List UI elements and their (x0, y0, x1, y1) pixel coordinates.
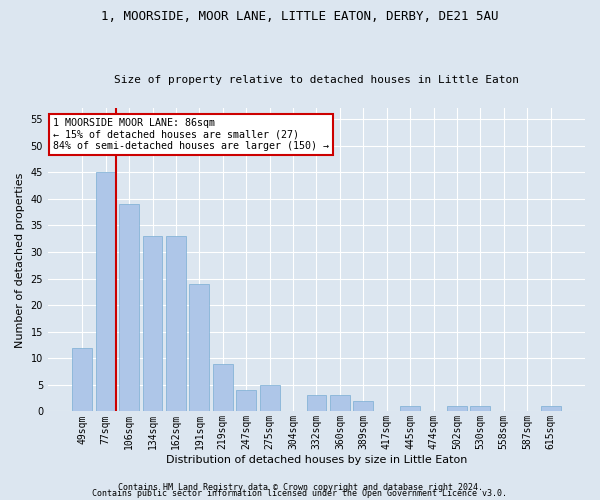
Bar (190, 284, 209, 412)
Text: 1, MOORSIDE, MOOR LANE, LITTLE EATON, DERBY, DE21 5AU: 1, MOORSIDE, MOOR LANE, LITTLE EATON, DE… (101, 10, 499, 23)
Bar (143, 236, 163, 412)
Bar (119, 204, 139, 412)
X-axis label: Distribution of detached houses by size in Little Eaton: Distribution of detached houses by size … (166, 455, 467, 465)
Text: Contains HM Land Registry data © Crown copyright and database right 2024.: Contains HM Land Registry data © Crown c… (118, 484, 482, 492)
Bar (73, 348, 92, 412)
Bar (541, 406, 560, 411)
Bar (260, 385, 280, 411)
Bar (236, 390, 256, 411)
Bar (330, 396, 350, 411)
Bar (96, 172, 116, 412)
Bar (307, 396, 326, 411)
Bar (447, 406, 467, 411)
Y-axis label: Number of detached properties: Number of detached properties (15, 172, 25, 348)
Text: 1 MOORSIDE MOOR LANE: 86sqm
← 15% of detached houses are smaller (27)
84% of sem: 1 MOORSIDE MOOR LANE: 86sqm ← 15% of det… (53, 118, 329, 151)
Title: Size of property relative to detached houses in Little Eaton: Size of property relative to detached ho… (114, 76, 519, 86)
Bar (353, 401, 373, 411)
Bar (213, 364, 233, 412)
Bar (166, 236, 186, 412)
Bar (400, 406, 420, 411)
Text: Contains public sector information licensed under the Open Government Licence v3: Contains public sector information licen… (92, 490, 508, 498)
Bar (470, 406, 490, 411)
